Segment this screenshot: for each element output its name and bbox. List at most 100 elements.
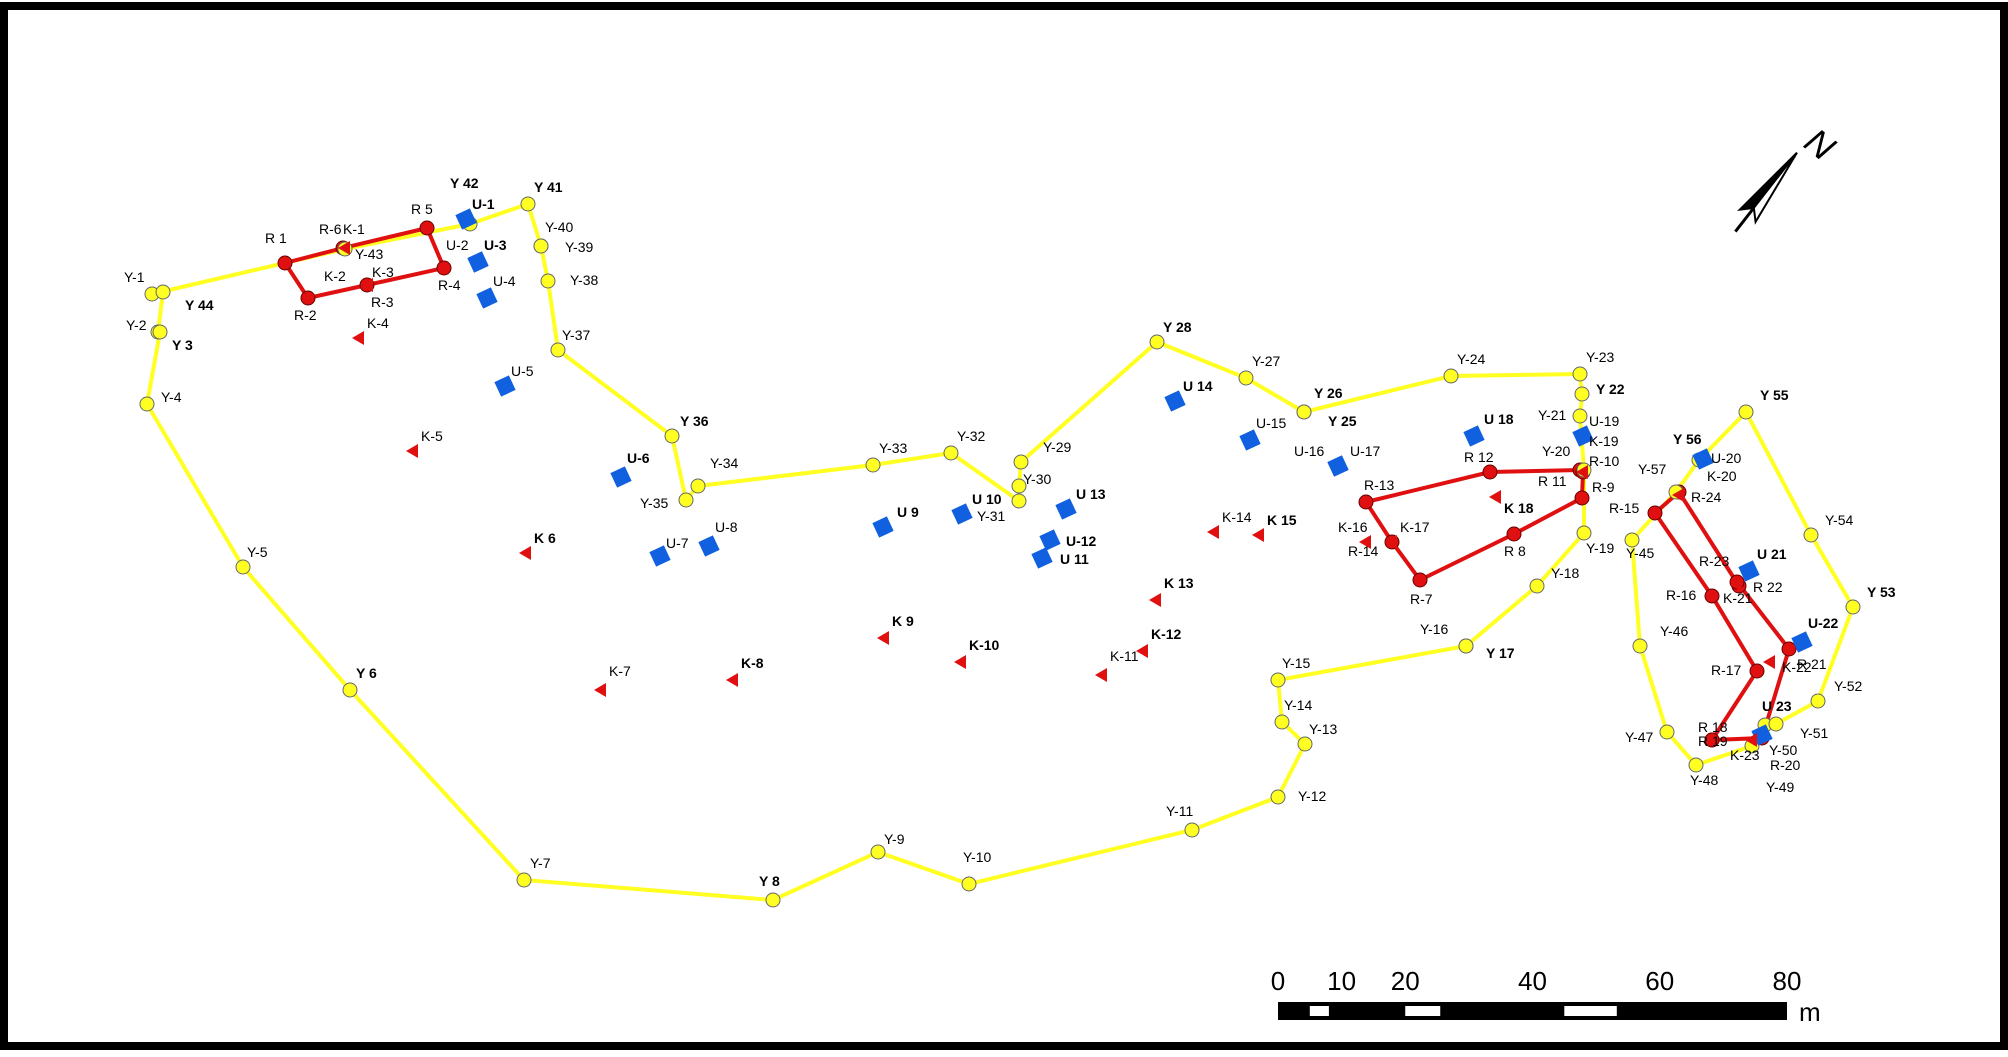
plot-vertex[interactable] [1482,464,1498,480]
boundary-vertex[interactable] [1184,822,1200,838]
boundary-vertex[interactable] [943,445,959,461]
u-marker[interactable] [494,375,516,397]
plot-vertex[interactable] [1704,732,1720,748]
boundary-vertex[interactable] [1572,408,1588,424]
u-marker[interactable] [610,466,632,488]
plot-vertex[interactable] [1358,494,1374,510]
plot-vertex[interactable] [277,255,293,271]
plot-vertex[interactable] [1749,663,1765,679]
east-boundary-vertex[interactable] [1803,527,1819,543]
u-marker[interactable] [1031,547,1053,569]
east-boundary-vertex[interactable] [1688,757,1704,773]
u-marker[interactable] [1239,429,1261,451]
u-marker[interactable] [1791,631,1813,653]
plot-vertex[interactable] [1647,505,1663,521]
k-marker[interactable] [1095,668,1107,682]
u-marker[interactable] [1039,529,1061,551]
boundary-vertex[interactable] [155,284,171,300]
k-marker[interactable] [1385,535,1397,549]
k-marker[interactable] [338,241,350,255]
k-marker[interactable] [1763,655,1775,669]
k-marker[interactable] [1489,490,1501,504]
k-marker[interactable] [1745,733,1757,747]
k-marker[interactable] [1207,525,1219,539]
boundary-vertex[interactable] [342,682,358,698]
boundary-vertex[interactable] [152,324,168,340]
boundary-vertex[interactable] [1458,638,1474,654]
boundary-vertex[interactable] [1297,736,1313,752]
east-boundary-vertex[interactable] [1738,404,1754,420]
boundary-vertex[interactable] [1296,404,1312,420]
east-boundary-vertex[interactable] [1810,693,1826,709]
boundary-vertex[interactable] [664,428,680,444]
k-marker[interactable] [877,631,889,645]
k-marker[interactable] [519,546,531,560]
boundary-vertex[interactable] [1013,454,1029,470]
u-marker[interactable] [476,287,498,309]
k-marker[interactable] [726,673,738,687]
k-marker[interactable] [352,331,364,345]
plot-vertex[interactable] [1704,588,1720,604]
plot-vertex[interactable] [1506,526,1522,542]
boundary-vertex[interactable] [533,238,549,254]
boundary-vertex[interactable] [1529,578,1545,594]
boundary-vertex[interactable] [1274,714,1290,730]
k-marker[interactable] [1359,535,1371,549]
boundary-vertex[interactable] [1572,366,1588,382]
boundary-vertex[interactable] [765,892,781,908]
boundary-vertex[interactable] [1011,493,1027,509]
boundary-vertex[interactable] [1576,525,1592,541]
k-marker[interactable] [594,683,606,697]
k-marker[interactable] [954,655,966,669]
east-boundary-vertex[interactable] [1659,724,1675,740]
east-boundary-vertex[interactable] [1845,599,1861,615]
boundary-vertex[interactable] [1270,672,1286,688]
u-marker[interactable] [1738,560,1760,582]
east-boundary-vertex[interactable] [1632,638,1648,654]
boundary-vertex[interactable] [870,844,886,860]
boundary-vertex[interactable] [1011,478,1027,494]
boundary-vertex[interactable] [235,559,251,575]
boundary-vertex[interactable] [1443,368,1459,384]
u-marker[interactable] [1327,455,1349,477]
u-marker[interactable] [649,545,671,567]
u-marker[interactable] [467,251,489,273]
boundary-vertex[interactable] [1574,386,1590,402]
u-marker[interactable] [1463,425,1485,447]
u-marker[interactable] [455,208,477,230]
boundary-vertex[interactable] [678,492,694,508]
plot-vertex[interactable] [1574,490,1590,506]
u-marker[interactable] [872,516,894,538]
u-marker[interactable] [1692,448,1714,470]
k-marker[interactable] [1149,593,1161,607]
u-marker[interactable] [1572,425,1594,447]
plot-vertex[interactable] [300,290,316,306]
plot-vertex[interactable] [1781,641,1797,657]
plot-vertex[interactable] [436,260,452,276]
boundary-vertex[interactable] [1270,789,1286,805]
plot-vertex[interactable] [419,220,435,236]
k-marker[interactable] [406,444,418,458]
k-marker[interactable] [1576,465,1588,479]
boundary-vertex[interactable] [540,273,556,289]
k-marker[interactable] [361,278,373,292]
boundary-vertex[interactable] [865,457,881,473]
plot-vertex[interactable] [1412,572,1428,588]
boundary-vertex[interactable] [1238,370,1254,386]
boundary-vertex[interactable] [961,876,977,892]
k-marker[interactable] [1252,528,1264,542]
u-marker[interactable] [1055,498,1077,520]
boundary-vertex[interactable] [139,396,155,412]
boundary-vertex[interactable] [520,196,536,212]
k-marker[interactable] [1672,488,1684,502]
k-marker[interactable] [1136,644,1148,658]
boundary-vertex[interactable] [1149,334,1165,350]
boundary-vertex[interactable] [690,478,706,494]
east-boundary-vertex[interactable] [1768,716,1784,732]
k-marker[interactable] [1730,578,1742,592]
east-boundary-vertex[interactable] [1624,532,1640,548]
u-marker[interactable] [951,503,973,525]
boundary-vertex[interactable] [516,872,532,888]
boundary-vertex[interactable] [550,342,566,358]
u-marker[interactable] [1164,390,1186,412]
